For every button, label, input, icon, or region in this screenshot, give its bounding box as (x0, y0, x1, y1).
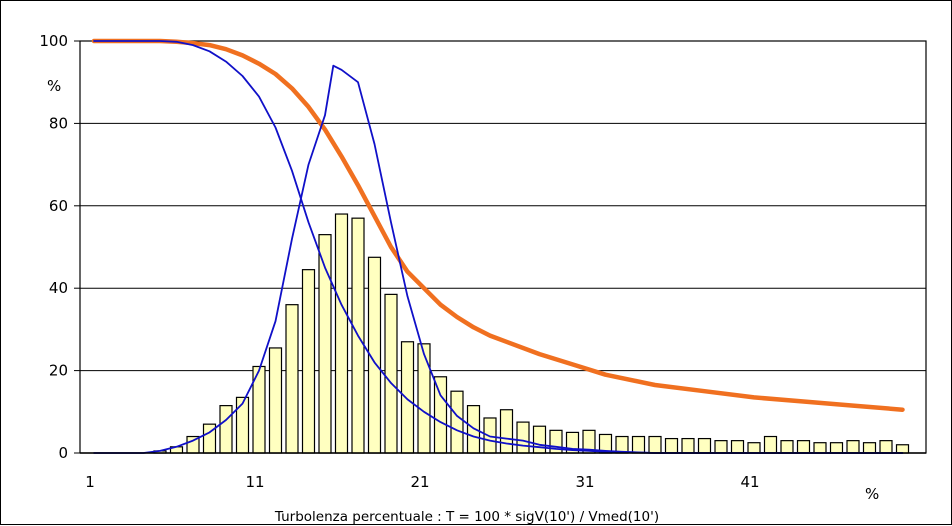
bar-40 (730, 440, 745, 454)
x-axis-title: Turbolenza percentuale : T = 100 * sigV(… (274, 509, 659, 525)
x-tick-label: 41 (740, 473, 759, 491)
bar-42 (763, 435, 778, 454)
bar-38 (697, 437, 712, 454)
x-tick-label: 1 (85, 473, 95, 491)
x-unit-label: % (865, 485, 879, 503)
bar-20 (400, 341, 415, 454)
series-lines (91, 38, 905, 454)
y-tick-labels: 0 20 40 60 80 100 (39, 32, 68, 462)
bar-26 (499, 409, 514, 454)
x-tick-label: 21 (410, 473, 429, 491)
bar-39 (714, 440, 728, 454)
bar-22 (433, 376, 448, 454)
bar-24 (466, 405, 481, 454)
bar-33 (615, 435, 629, 454)
bar-44 (796, 440, 811, 454)
bar-48 (862, 442, 877, 454)
bar-27 (516, 421, 530, 454)
bar-35 (648, 435, 662, 454)
bar-50 (895, 444, 910, 454)
bar-19 (384, 293, 398, 454)
bar-47 (846, 440, 860, 454)
plot-area (79, 40, 927, 454)
bar-14 (301, 269, 316, 454)
x-tick-labels: 1 11 21 31 41 (85, 473, 759, 491)
bar-10 (235, 396, 250, 454)
bar-25 (483, 417, 497, 454)
series-line-2 (93, 64, 904, 454)
x-tick-label: 11 (245, 473, 264, 491)
bar-46 (829, 442, 844, 454)
bar-49 (879, 440, 893, 454)
bar-23 (450, 390, 464, 454)
bar-28 (532, 425, 547, 454)
bar-12 (268, 347, 283, 454)
y-tick-label: 80 (49, 114, 68, 132)
y-unit-label: % (47, 77, 61, 95)
y-tick-label: 0 (58, 444, 68, 462)
bar-9 (219, 405, 233, 454)
bar-45 (813, 442, 827, 454)
x-tick-label: 31 (575, 473, 594, 491)
grid-lines (74, 40, 926, 454)
bar-37 (681, 437, 695, 454)
bar-43 (780, 440, 794, 454)
y-tick-label: 100 (39, 32, 68, 50)
series-line-0 (91, 38, 905, 412)
y-tick-label: 20 (49, 362, 68, 380)
y-tick-label: 60 (49, 197, 68, 215)
bar-21 (417, 343, 431, 454)
bar-41 (747, 442, 761, 454)
series-line-1 (93, 40, 904, 454)
bar-16 (334, 213, 349, 454)
bar-13 (285, 304, 299, 454)
y-tick-label: 40 (49, 279, 68, 297)
bar-34 (631, 435, 646, 454)
bar-36 (664, 437, 679, 454)
